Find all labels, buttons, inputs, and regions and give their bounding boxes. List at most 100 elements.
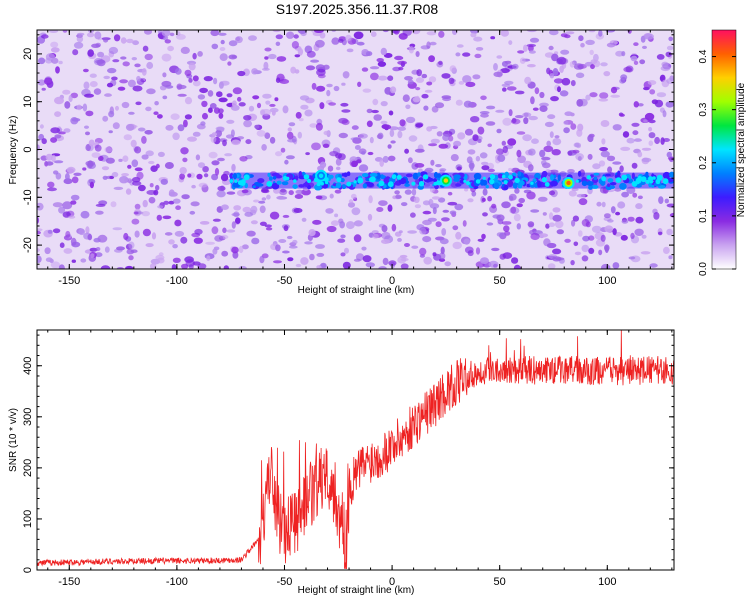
- spectrogram-cell: [575, 72, 585, 79]
- spectrogram-cell: [515, 115, 524, 119]
- band-highlight: [346, 181, 352, 187]
- spectrogram-cell: [439, 238, 449, 245]
- spectrogram-cell: [187, 136, 197, 142]
- spectrogram-cell: [482, 212, 488, 217]
- spectrogram-cell: [415, 51, 420, 57]
- spectrogram-cell: [243, 119, 253, 128]
- spectrogram-cell: [314, 30, 324, 33]
- spectrogram-cell: [603, 71, 611, 77]
- spectrogram-cell: [564, 238, 571, 243]
- spectrogram-cell: [447, 201, 458, 206]
- spectrogram-cell: [362, 255, 372, 263]
- spectrogram-cell: [123, 134, 132, 141]
- band-cell: [281, 181, 289, 186]
- spectrogram-cell: [439, 168, 447, 172]
- spectrogram-cell: [85, 131, 90, 136]
- spectrogram-cell: [269, 103, 276, 107]
- spectrogram-cell: [228, 40, 238, 47]
- spectrogram-cell: [641, 157, 652, 163]
- spectrogram-cell: [571, 188, 579, 192]
- spectrogram-cell: [427, 217, 437, 222]
- band-highlight: [514, 177, 520, 184]
- band-highlight: [637, 175, 643, 181]
- spectrogram-cell: [322, 143, 330, 148]
- spectrogram-cell: [317, 74, 326, 79]
- spectrogram-cell: [398, 230, 403, 234]
- spectrogram-cell: [665, 51, 672, 57]
- spectrogram-cell: [334, 189, 342, 194]
- spectrogram-cell: [553, 78, 564, 84]
- spectrogram-cell: [581, 219, 590, 227]
- spectrogram-cell: [279, 79, 290, 84]
- spectrogram-cell: [269, 211, 280, 220]
- spectrogram-cell: [201, 100, 208, 108]
- spectrogram-cell: [391, 223, 397, 232]
- spectrogram-cell: [165, 124, 174, 131]
- spectrogram-cell: [571, 219, 576, 227]
- spectrogram-cell: [104, 246, 110, 253]
- y-tick-label: 0: [22, 146, 34, 152]
- spectrogram-cell: [286, 31, 295, 39]
- spectrogram-cell: [64, 101, 71, 109]
- band-highlight: [303, 174, 309, 180]
- spectrogram-cell: [424, 89, 433, 93]
- spectrogram-cell: [500, 68, 510, 74]
- spectrogram-cell: [656, 54, 665, 60]
- spectrogram-cell: [203, 76, 213, 82]
- spectrogram-cell: [356, 41, 365, 46]
- spectrogram-cell: [54, 96, 64, 105]
- spectrogram-cell: [538, 196, 548, 202]
- spectrogram-cell: [411, 245, 419, 249]
- spectrogram-cell: [37, 230, 41, 235]
- colorbar: 0.0 0.1 0.2 0.3 0.4 Normalized spectral ampl…: [698, 29, 747, 276]
- spectrogram-cell: [402, 94, 410, 102]
- spectrogram-cell: [252, 95, 260, 100]
- spectrogram-cell: [288, 122, 296, 127]
- spectrogram-cell: [282, 214, 290, 218]
- spectrogram-cell: [236, 136, 245, 140]
- spectrogram-cell: [237, 96, 242, 102]
- spectrogram-cell: [422, 200, 431, 206]
- spectrogram-cell: [287, 127, 292, 132]
- spectrogram-cell: [162, 72, 167, 78]
- spectrogram-cell: [414, 148, 425, 153]
- spectrogram-cell: [530, 209, 540, 213]
- spectrogram-cell: [305, 152, 310, 156]
- spectrogram-cell: [465, 81, 476, 88]
- spectrogram-cell: [172, 244, 178, 249]
- spectrogram-cell: [394, 190, 400, 195]
- spectrogram-cell: [138, 184, 146, 192]
- spectrogram-cell: [133, 211, 139, 215]
- spectrogram-cell: [82, 103, 88, 112]
- spectrogram-cell: [389, 126, 399, 131]
- spectrogram-cell: [326, 89, 331, 97]
- spectrogram-cell: [510, 206, 517, 214]
- spectrogram-cell: [666, 45, 674, 51]
- spectrogram-cell: [275, 151, 283, 157]
- spectrogram-cell: [338, 38, 344, 43]
- spectrogram-cell: [639, 59, 646, 65]
- spectrogram-cell: [370, 72, 379, 81]
- spectrogram-cell: [542, 212, 547, 216]
- band-highlight: [489, 174, 496, 180]
- band-cell: [631, 172, 636, 180]
- top-y-ticks: -20 -10 0 10 20: [22, 34, 674, 265]
- y-tick-label: 10: [22, 96, 34, 108]
- spectrogram-cell: [235, 217, 241, 224]
- spectrogram-cell: [163, 200, 170, 205]
- spectrogram-cell: [512, 63, 519, 70]
- spectrogram-cell: [88, 139, 95, 147]
- spectrogram-cell: [453, 140, 462, 147]
- chart-title: S197.2025.356.11.37.R08: [276, 1, 439, 17]
- spectrogram-cell: [215, 129, 223, 138]
- spectrogram-cell: [366, 108, 373, 114]
- spectrogram-cell: [371, 31, 377, 37]
- spectrogram-cell: [528, 148, 536, 156]
- spectrogram-cell: [309, 253, 315, 261]
- spectrogram-cell: [85, 143, 91, 152]
- spectrogram-cell: [367, 151, 374, 156]
- spectrogram-cell: [285, 155, 295, 160]
- spectrogram-cell: [238, 245, 244, 254]
- spectrogram-cell: [664, 198, 669, 204]
